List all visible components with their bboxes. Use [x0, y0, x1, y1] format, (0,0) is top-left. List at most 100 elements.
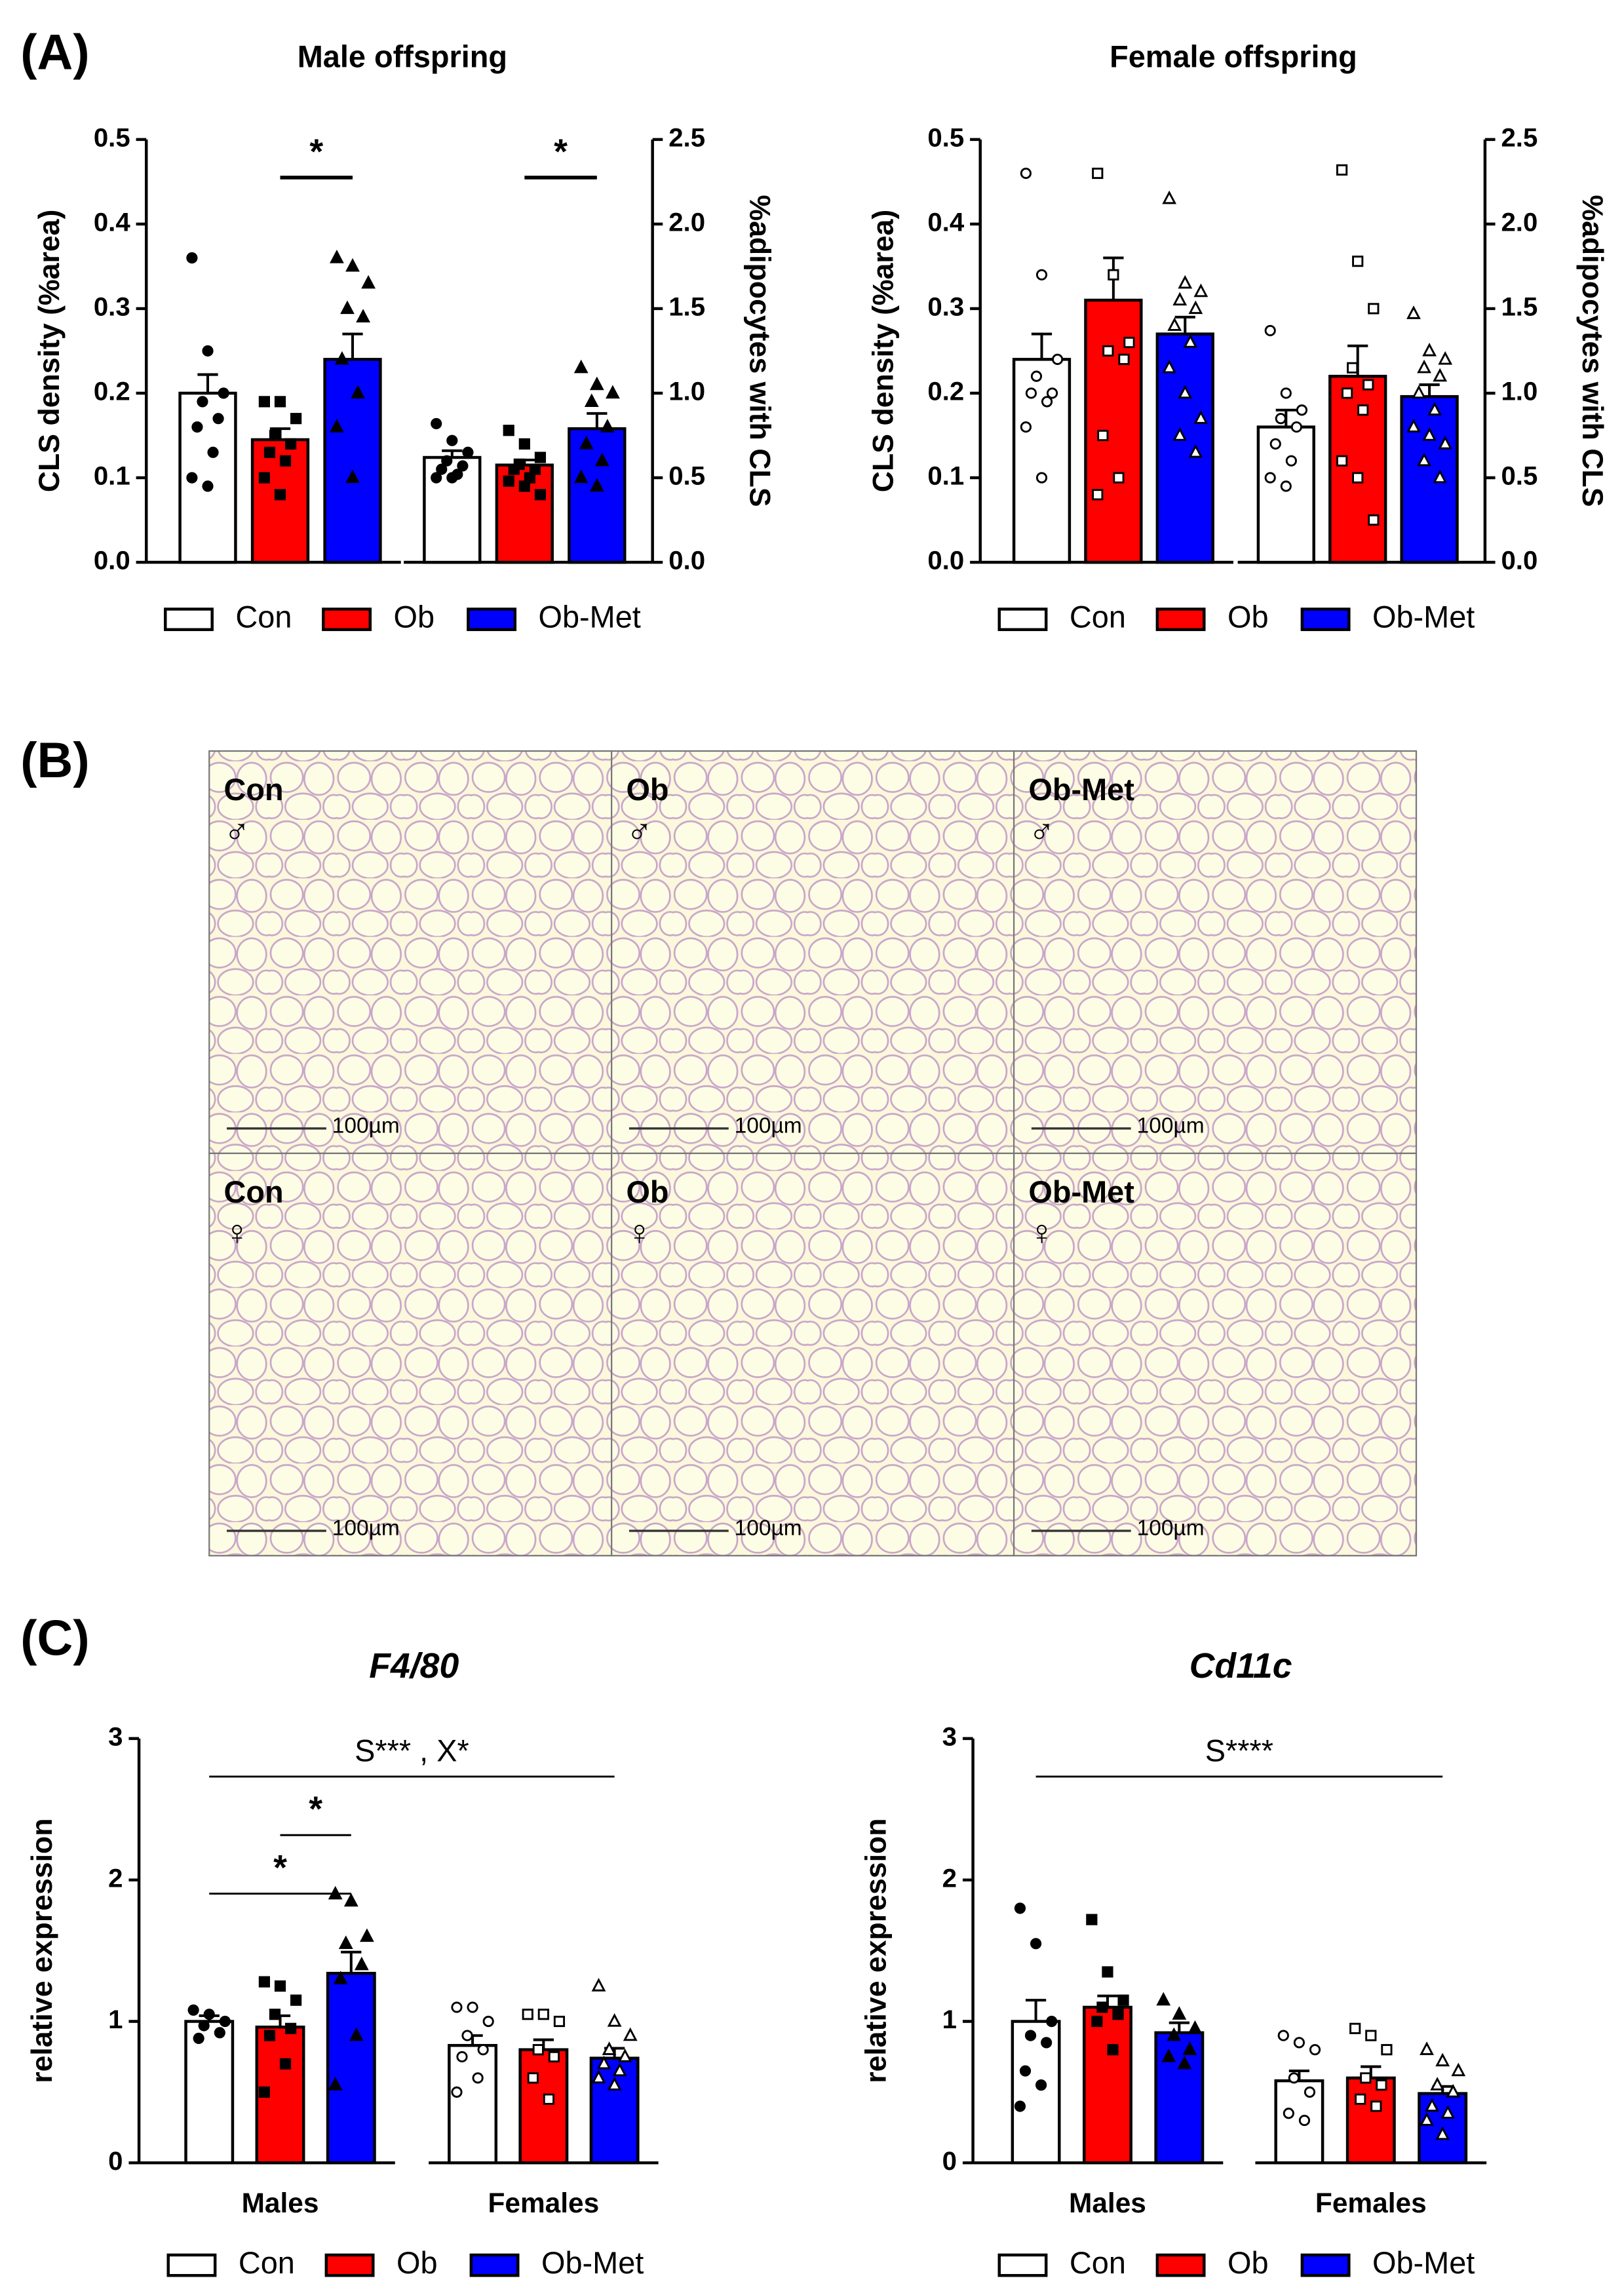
data-point — [1177, 2055, 1192, 2070]
micrograph-sex: ♂ — [626, 811, 652, 850]
data-point — [1014, 2100, 1026, 2112]
significance-label: * — [554, 132, 568, 171]
data-point — [441, 455, 453, 467]
data-point — [1435, 2126, 1450, 2140]
data-point — [1123, 336, 1135, 349]
data-point — [522, 2009, 533, 2020]
micrograph-group: Con — [224, 773, 284, 807]
bar — [184, 2020, 235, 2165]
error-bar — [342, 332, 363, 360]
legend-label: Ob-Met — [541, 2246, 644, 2280]
legend-swatch — [1300, 608, 1351, 631]
data-point — [573, 359, 589, 374]
data-point — [1161, 2048, 1176, 2062]
y-tick-label: 0.4 — [94, 207, 131, 237]
significance-label: * — [273, 1849, 287, 1887]
y-tick-label: 0.1 — [927, 461, 964, 491]
data-point — [1162, 359, 1177, 374]
data-point — [1046, 387, 1058, 399]
panel-label: (C) — [20, 1611, 89, 1667]
data-point — [279, 2058, 292, 2070]
data-point — [1172, 2006, 1187, 2020]
data-point — [1433, 368, 1448, 382]
x-tick-label: Females — [1315, 2188, 1427, 2218]
data-point — [451, 2086, 463, 2098]
data-point — [1167, 317, 1182, 331]
micrograph — [208, 750, 613, 1155]
legend-label: Ob — [396, 2246, 438, 2280]
scale-label: 100µm — [1137, 1114, 1205, 1138]
data-point — [1376, 2079, 1387, 2091]
data-point — [330, 419, 344, 433]
data-point — [284, 438, 297, 450]
data-point — [589, 478, 604, 492]
data-point — [193, 2032, 204, 2044]
data-point — [343, 1893, 358, 1907]
data-point — [1357, 404, 1369, 416]
data-point — [1352, 472, 1364, 484]
legend-swatch — [1155, 2253, 1206, 2277]
y2-tick-label: 1.5 — [668, 292, 705, 322]
legend-swatch — [997, 2253, 1048, 2277]
data-point — [191, 421, 203, 433]
y2-tick-label: 0.5 — [668, 461, 705, 491]
data-point — [1193, 410, 1208, 424]
y-tick-label: 0.4 — [927, 207, 965, 237]
y-tick-label: 1 — [108, 2005, 123, 2034]
bar — [1345, 2076, 1396, 2165]
data-point — [1182, 2041, 1197, 2055]
data-point — [617, 2048, 632, 2062]
legend-swatch — [166, 2253, 217, 2277]
data-point — [330, 250, 344, 263]
micrograph-sex: ♀ — [626, 1214, 652, 1252]
data-point — [1280, 480, 1292, 492]
bar — [1328, 374, 1387, 564]
data-point — [1188, 444, 1203, 458]
data-point — [1269, 438, 1281, 450]
data-point — [1035, 269, 1048, 280]
data-point — [1107, 2044, 1119, 2056]
micrograph-group: Con — [224, 1175, 284, 1209]
data-point — [1162, 190, 1177, 204]
legend-label: Con — [235, 600, 292, 634]
data-point — [431, 417, 442, 430]
bar — [1082, 2005, 1132, 2165]
data-point — [279, 455, 292, 467]
legend-swatch — [469, 2253, 520, 2277]
y2-tick-label: 2.0 — [1501, 207, 1537, 237]
legend-label: Ob-Met — [539, 600, 641, 634]
error-bar — [341, 1950, 362, 1974]
error-bar — [442, 449, 463, 458]
data-point — [1118, 353, 1130, 365]
bar — [323, 358, 382, 564]
legend-swatch — [1300, 2253, 1351, 2277]
data-point — [1092, 489, 1104, 501]
data-point — [202, 480, 214, 492]
data-point — [537, 2009, 549, 2020]
data-point — [207, 446, 219, 458]
data-point — [1336, 455, 1348, 467]
data-point — [1092, 167, 1104, 180]
data-point — [1035, 472, 1048, 484]
chart-title: Male offspring — [298, 39, 507, 73]
chart-title: Female offspring — [1110, 39, 1357, 73]
scale-label: 100µm — [1137, 1516, 1205, 1541]
data-point — [431, 472, 442, 484]
data-point — [1172, 292, 1188, 306]
data-point — [1041, 396, 1053, 408]
data-point — [1172, 427, 1188, 441]
data-point — [436, 463, 448, 475]
legend-swatch — [324, 2253, 375, 2277]
scale-label: 100µm — [332, 1516, 400, 1541]
data-point — [1381, 2044, 1393, 2056]
data-point — [1288, 2072, 1300, 2084]
data-point — [1117, 1994, 1129, 2006]
y-tick-label: 0.5 — [927, 123, 964, 152]
data-point — [1430, 2077, 1445, 2091]
legend-label: Ob-Met — [1372, 600, 1475, 634]
data-point — [1035, 2079, 1047, 2091]
legend-swatch — [1155, 608, 1206, 631]
data-point — [518, 438, 530, 450]
data-point — [197, 396, 208, 408]
micrograph-group: Ob — [626, 773, 668, 807]
